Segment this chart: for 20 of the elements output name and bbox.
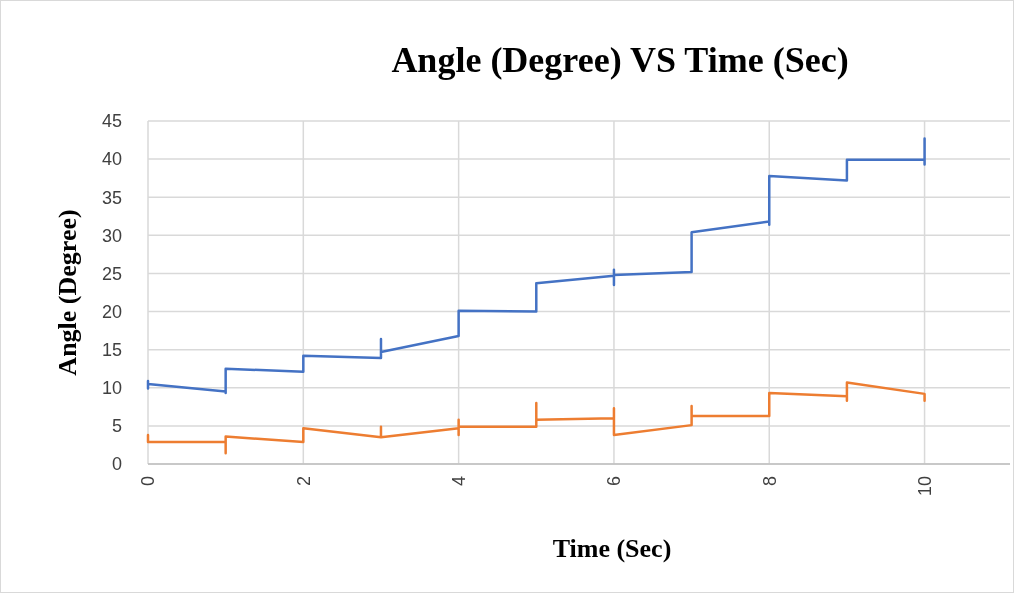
x-tick-label: 8 — [759, 476, 780, 487]
y-tick-label: 35 — [101, 187, 122, 208]
y-tick-label: 40 — [101, 149, 122, 170]
line-series — [146, 137, 926, 395]
y-tick-label: 10 — [101, 378, 122, 399]
line-series — [146, 381, 926, 455]
x-tick-label: 6 — [604, 476, 625, 487]
y-axis-title: Angle (Degree) — [53, 209, 82, 376]
x-tick-label: 0 — [138, 476, 159, 487]
y-tick-label: 15 — [101, 339, 122, 360]
x-tick-label: 10 — [914, 476, 935, 497]
y-tick-label: 5 — [111, 416, 122, 437]
x-tick-label: 4 — [448, 476, 469, 487]
y-tick-label: 45 — [101, 111, 122, 132]
y-tick-label: 30 — [101, 225, 122, 246]
x-tick-label: 2 — [293, 476, 314, 487]
y-tick-label: 20 — [101, 301, 122, 322]
y-tick-label: 25 — [101, 263, 122, 284]
chart-title: Angle (Degree) VS Time (Sec) — [391, 40, 849, 80]
x-axis-title: Time (Sec) — [552, 534, 672, 563]
